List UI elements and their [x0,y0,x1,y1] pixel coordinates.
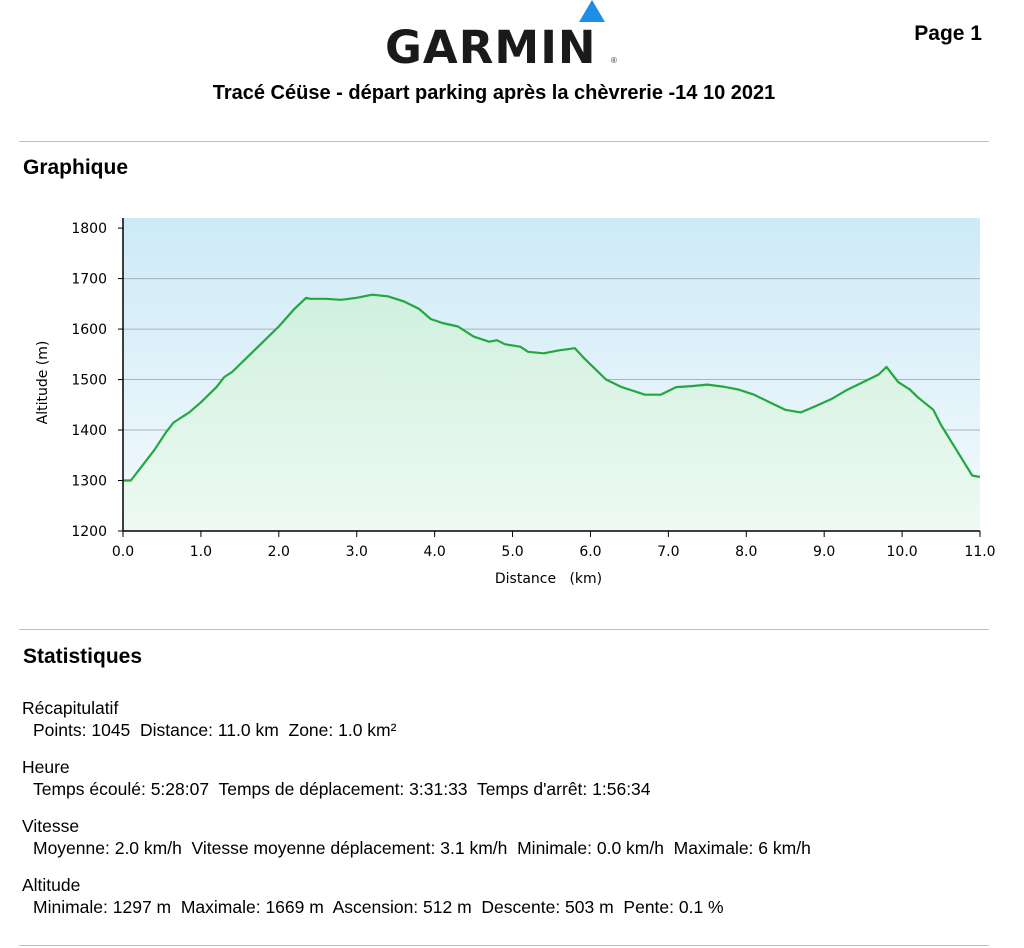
elevation-line [123,293,981,482]
stat-title: Récapitulatif [22,698,119,718]
x-tick-label: 9.0 [813,544,835,560]
divider [19,629,989,630]
stat-group-time: Heure Temps écoulé: 5:28:07 Temps de dép… [22,757,811,800]
y-tick-label: 1600 [71,322,107,338]
y-tick-label: 1300 [71,474,107,490]
y-tick-label: 1700 [71,272,107,288]
stat-group-altitude: Altitude Minimale: 1297 m Maximale: 1669… [22,875,811,918]
x-tick-label: 10.0 [887,544,918,560]
stat-values: Minimale: 1297 m Maximale: 1669 m Ascens… [33,897,724,917]
x-tick-label: 3.0 [346,544,368,560]
y-tick-label: 1400 [71,423,107,439]
logo-wordmark: GARMIN [385,21,597,74]
section-heading-stats: Statistiques [23,645,143,668]
stat-title: Altitude [22,875,81,895]
divider [19,141,989,142]
divider [19,945,989,946]
x-tick-label: 0.0 [112,544,134,560]
stat-values: Points: 1045 Distance: 11.0 km Zone: 1.0… [33,720,397,740]
elevation-chart: 1800 1700 1600 1500 1400 1300 1200 0.0 1.0 2.0 3.0… [35,218,996,587]
y-tick-label: 1800 [71,221,107,237]
x-tick-label: 8.0 [735,544,757,560]
y-tick-label: 1500 [71,373,107,389]
stat-values: Temps écoulé: 5:28:07 Temps de déplaceme… [33,779,651,799]
document-title: Tracé Céüse - départ parking après la ch… [212,82,776,104]
x-tick-label: 1.0 [190,544,212,560]
statistics-block: Récapitulatif Points: 1045 Distance: 11.… [22,698,811,934]
stat-group-speed: Vitesse Moyenne: 2.0 km/h Vitesse moyenn… [22,816,811,859]
x-tick-label: 4.0 [424,544,446,560]
elevation-area [123,294,980,531]
stat-values: Moyenne: 2.0 km/h Vitesse moyenne déplac… [33,838,811,858]
x-tick-label: 6.0 [579,544,601,560]
garmin-logo: GARMIN ® [385,0,625,74]
x-tick-label: 7.0 [657,544,679,560]
y-axis-title: Altitude (m) [35,341,51,425]
page-number: Page 1 [914,22,982,45]
x-tick-label: 5.0 [501,544,523,560]
x-tick-label: 2.0 [268,544,290,560]
registered-mark: ® [611,56,617,65]
stat-title: Heure [22,757,70,777]
y-tick-label: 1200 [71,524,107,540]
x-axis-title: Distance (km) [495,571,602,587]
stat-group-summary: Récapitulatif Points: 1045 Distance: 11.… [22,698,811,741]
triangle-icon [579,0,605,22]
x-tick-label: 11.0 [964,544,995,560]
stat-title: Vitesse [22,816,80,836]
section-heading-chart: Graphique [23,156,129,179]
